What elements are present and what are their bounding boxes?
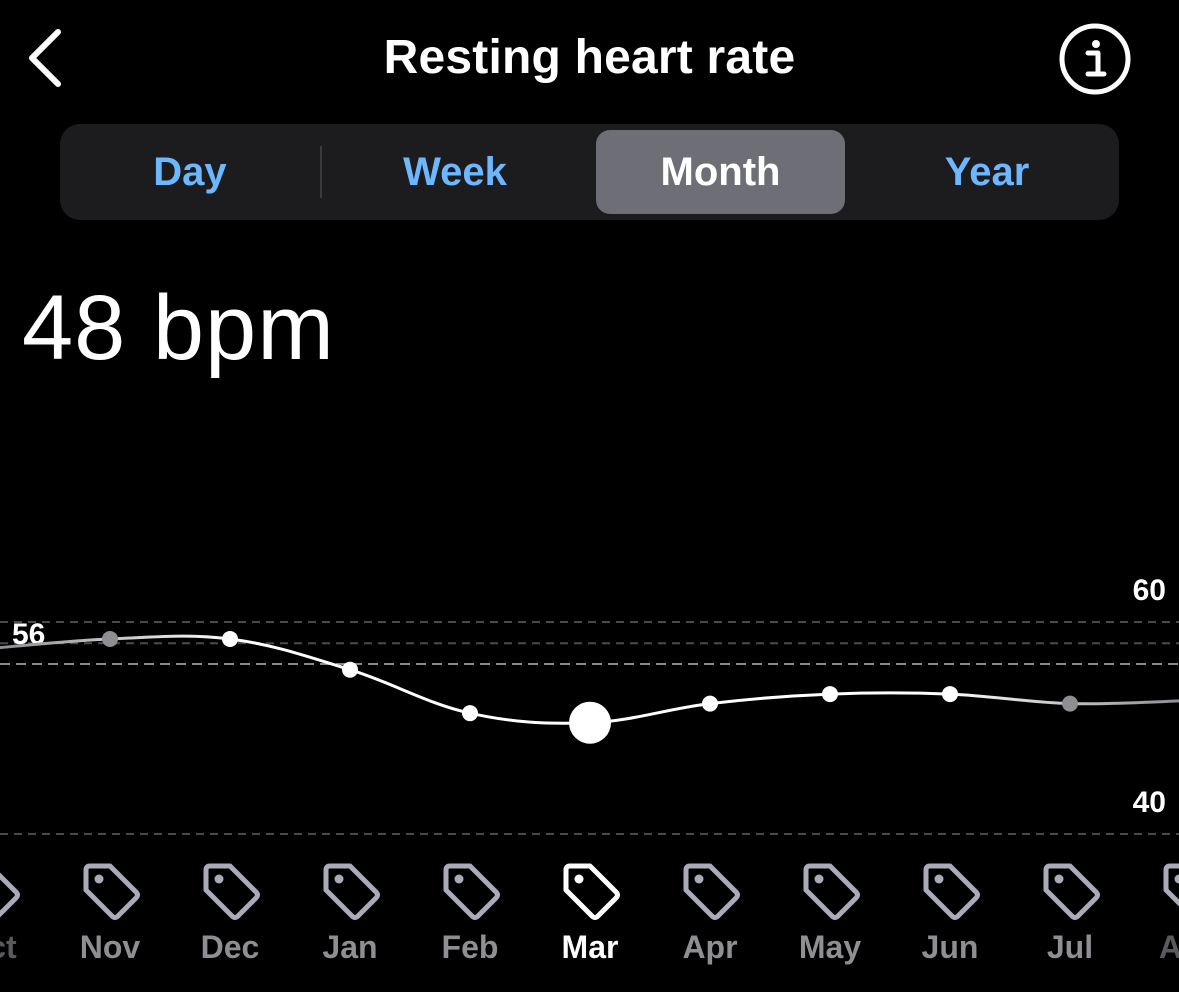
tag-icon[interactable] [563, 863, 620, 920]
tag-icon[interactable] [323, 863, 380, 920]
info-button[interactable] [1058, 22, 1132, 96]
month-label-jan[interactable]: Jan [322, 929, 377, 965]
data-point-mar[interactable] [569, 701, 611, 744]
chevron-left-icon [29, 29, 61, 87]
tag-icon[interactable] [83, 863, 140, 920]
month-label-feb[interactable]: Feb [442, 929, 499, 965]
tag-icon[interactable] [923, 863, 980, 920]
data-point-jul[interactable] [1062, 695, 1078, 712]
month-label-oct[interactable]: Oct [0, 929, 17, 965]
tag-icon[interactable] [1043, 863, 1100, 920]
tag-icon[interactable] [0, 866, 20, 918]
month-label-dec[interactable]: Dec [201, 929, 260, 965]
month-label-mar[interactable]: Mar [562, 929, 619, 965]
tab-day[interactable]: Day [153, 149, 227, 194]
data-point-jun[interactable] [942, 686, 958, 703]
page-title: Resting heart rate [383, 31, 796, 84]
tab-month[interactable]: Month [596, 130, 845, 214]
data-point-dec[interactable] [222, 630, 238, 647]
tag-icon[interactable] [443, 863, 500, 920]
period-segmented-control: Day Week Month Year [60, 124, 1119, 220]
tag-icon[interactable] [803, 863, 860, 920]
month-label-apr[interactable]: Apr [682, 929, 737, 965]
tab-week[interactable]: Week [403, 149, 507, 194]
y-axis-label-min: 40 [1133, 786, 1166, 819]
month-label-jun[interactable]: Jun [922, 929, 979, 965]
y-axis-label-max: 60 [1133, 574, 1166, 607]
data-point-nov[interactable] [102, 630, 118, 647]
data-point-feb[interactable] [462, 705, 478, 722]
tab-year[interactable]: Year [944, 149, 1030, 194]
month-label-may[interactable]: May [799, 929, 861, 965]
month-label-jul[interactable]: Jul [1047, 929, 1093, 965]
tag-icon[interactable] [203, 863, 260, 920]
tag-icon[interactable] [1163, 863, 1179, 918]
summary-value: 48 bpm [22, 277, 335, 379]
tab-divider [320, 146, 322, 198]
tag-icon[interactable] [683, 863, 740, 920]
data-point-may[interactable] [822, 686, 838, 703]
month-label-aug[interactable]: Aug [1159, 929, 1179, 965]
heart-rate-chart: 604056OctNovDecJanFebMarAprMayJunJulAug [0, 574, 1179, 965]
data-point-jan[interactable] [342, 661, 358, 678]
month-label-nov[interactable]: Nov [80, 929, 141, 965]
top-bar: Resting heart rate [0, 0, 1179, 120]
back-button[interactable] [22, 24, 74, 92]
data-point-apr[interactable] [702, 695, 718, 712]
info-icon [1059, 23, 1131, 95]
